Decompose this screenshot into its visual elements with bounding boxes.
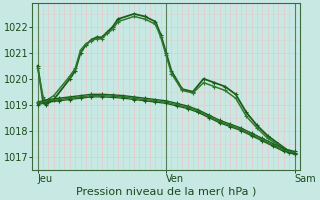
X-axis label: Pression niveau de la mer( hPa ): Pression niveau de la mer( hPa ): [76, 187, 256, 197]
